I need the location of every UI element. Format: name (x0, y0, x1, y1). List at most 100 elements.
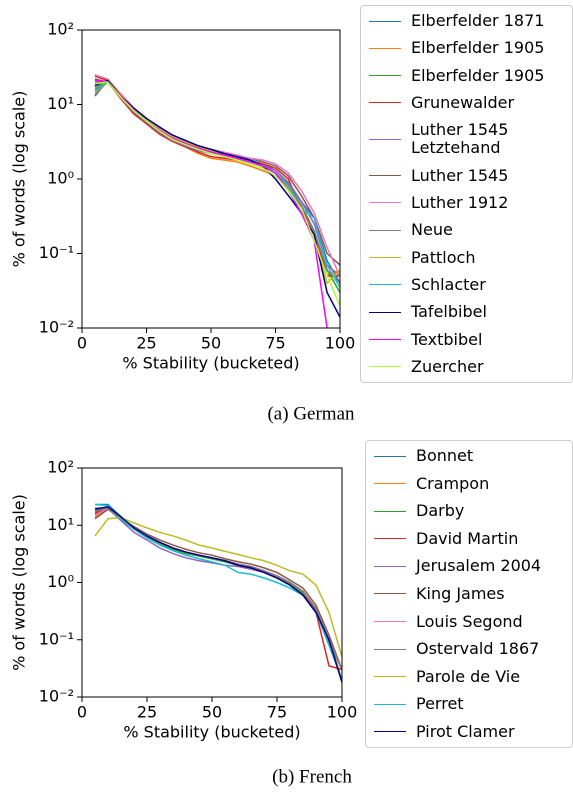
series-line (95, 503, 342, 670)
legend-entry: Luther 1545 Letztehand (369, 121, 564, 157)
series-line (94, 505, 342, 683)
y-tick-label: 10⁻² (39, 687, 74, 706)
legend-label: Tafelbibel (411, 302, 487, 322)
caption: (a) German (267, 403, 355, 424)
series-line (94, 507, 342, 671)
legend-entry: Neue (369, 221, 564, 239)
series-line (94, 74, 340, 277)
legend-label: Schlacter (411, 274, 486, 294)
y-tick-label: 10¹ (47, 515, 74, 534)
legend-swatch (369, 175, 401, 177)
series-line (94, 81, 340, 306)
x-tick-label: 50 (201, 334, 221, 353)
x-tick-label: 100 (327, 703, 358, 722)
legend-swatch (369, 202, 401, 204)
legend-entry: Louis Segond (374, 611, 564, 631)
legend: Bonnet Crampon Darby David Martin Jerusalem … (365, 440, 573, 748)
legend-swatch (369, 311, 401, 313)
legend-swatch (374, 455, 406, 457)
y-tick-label: 10⁰ (47, 169, 74, 188)
legend-entry: Elberfelder 1905 (369, 39, 564, 57)
legend-label: Pirot Clamer (416, 721, 515, 741)
y-tick-label: 10⁻² (39, 318, 74, 337)
legend-label: Bonnet (416, 446, 474, 465)
legend-swatch (374, 621, 406, 623)
x-axis-label: % Stability (bucketed) (123, 723, 300, 742)
legend-label: King James (416, 583, 505, 603)
legend-entry: Pirot Clamer (374, 721, 564, 741)
legend-swatch (369, 339, 401, 341)
legend-entry: Jerusalem 2004 (374, 557, 564, 575)
y-tick-label: 10² (47, 20, 74, 39)
series-line (94, 517, 342, 658)
legend-swatch (374, 593, 406, 595)
plot-frame (81, 467, 343, 698)
legend-label: Louis Segond (416, 611, 523, 631)
x-tick-label: 25 (137, 703, 157, 722)
x-tick-label: 100 (325, 334, 356, 353)
plot-frame (81, 29, 341, 329)
legend-label: Elberfelder 1905 (411, 65, 545, 85)
legend-entry: Bonnet (374, 447, 564, 465)
legend-swatch (374, 565, 406, 567)
legend-swatch (369, 47, 401, 49)
caption: (b) French (272, 766, 352, 787)
legend-entry: Elberfelder 1905 (369, 65, 564, 85)
legend-label: Ostervald 1867 (416, 639, 540, 659)
x-tick-label: 0 (77, 334, 87, 353)
legend: Elberfelder 1871 Elberfelder 1905 Elberfel… (360, 5, 573, 383)
y-axis-label: % of words (log scale) (10, 494, 29, 671)
legend-entry: Schlacter (369, 274, 564, 294)
series-line (94, 508, 342, 670)
legend-entry: Darby (374, 502, 564, 520)
legend-swatch (369, 284, 401, 286)
legend-entry: Ostervald 1867 (374, 640, 564, 658)
series-line (94, 81, 340, 288)
legend-swatch (369, 257, 401, 259)
legend-entry: Parole de Vie (374, 667, 564, 686)
x-tick-label: 50 (202, 703, 222, 722)
legend-entry: Pattloch (369, 248, 564, 267)
legend-entry: Perret (374, 695, 564, 713)
y-tick-label: 10¹ (47, 94, 74, 113)
y-tick-label: 10⁻¹ (39, 243, 74, 262)
legend-swatch (369, 75, 401, 77)
legend-swatch (374, 538, 406, 540)
legend-label: Perret (416, 694, 464, 714)
x-tick-label: 0 (77, 703, 87, 722)
legend-swatch (369, 102, 401, 104)
legend-swatch (374, 510, 406, 512)
y-axis-label: % of words (log scale) (10, 91, 29, 268)
legend-swatch (374, 703, 406, 705)
y-tick-label: 10⁻¹ (39, 629, 74, 648)
legend-label: Crampon (416, 473, 490, 493)
legend-swatch (374, 648, 406, 650)
legend-label: Elberfelder 1871 (411, 11, 545, 30)
series-line (95, 507, 342, 670)
y-tick-label: 10⁰ (47, 572, 74, 591)
legend-swatch (374, 676, 406, 678)
x-tick-label: 25 (136, 334, 156, 353)
legend-entry: Grunewalder (369, 92, 564, 112)
legend-entry: Textbibel (369, 330, 564, 349)
x-tick-label: 75 (265, 334, 285, 353)
legend-entry: Crampon (374, 473, 564, 493)
series-line (94, 507, 342, 670)
legend-swatch (369, 20, 401, 22)
x-axis-label: % Stability (bucketed) (122, 354, 299, 373)
legend-swatch (374, 731, 406, 733)
series-line (94, 79, 328, 328)
legend-label: Elberfelder 1905 (411, 38, 545, 58)
legend-label: Luther 1912 (411, 192, 509, 212)
legend-entry: Elberfelder 1871 (369, 12, 564, 30)
legend-label: Grunewalder (411, 92, 515, 112)
y-tick-label: 10² (47, 458, 74, 477)
legend-entry: Tafelbibel (369, 303, 564, 321)
legend-label: Luther 1545 (411, 165, 509, 185)
legend-entry: Luther 1545 (369, 165, 564, 185)
legend-entry: Luther 1912 (369, 192, 564, 212)
series-line (94, 507, 342, 670)
legend-entry: David Martin (374, 529, 564, 548)
